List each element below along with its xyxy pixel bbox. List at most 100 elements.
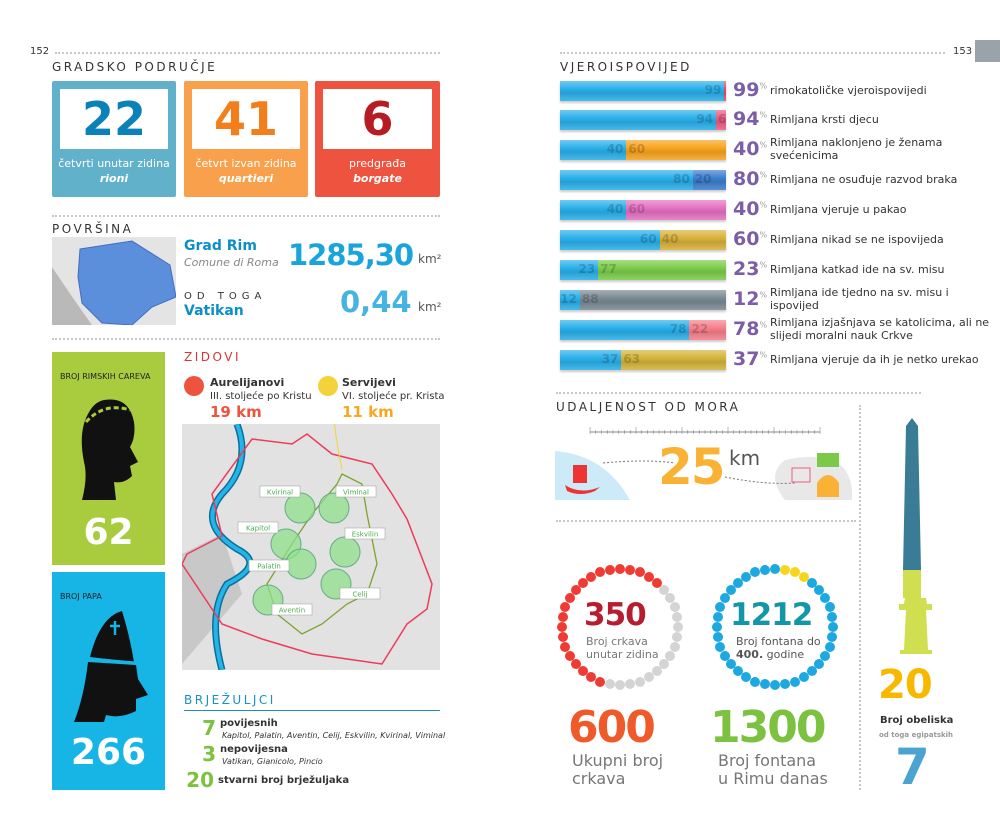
bar-segment-yes: 80: [560, 170, 693, 190]
ring-dot: [659, 659, 670, 670]
percent-sign: %: [759, 200, 768, 210]
hills-detail: Vatikan, Gianicolo, Pincio: [222, 757, 323, 766]
bar-value: 99: [704, 83, 722, 97]
ring-dot: [615, 680, 625, 690]
religion-bar: 99: [560, 81, 726, 101]
religion-label: Rimljana ne osuđuje razvod braka: [770, 173, 958, 186]
percent-sign: %: [759, 350, 768, 360]
bar-segment-yes: 78: [560, 320, 690, 340]
hills-label: povijesnih: [220, 718, 278, 729]
percent-sign: %: [759, 290, 768, 300]
sea-distance-graphic: [555, 427, 853, 500]
hills-heading: BRJEŽULJCI: [184, 693, 276, 707]
ring-dot: [557, 622, 567, 632]
ring-dot: [652, 666, 663, 677]
obelisks-value: 20: [878, 662, 933, 708]
ring-dot: [824, 641, 835, 652]
bar-segment-no: 22: [689, 320, 726, 340]
basilica-icon: [817, 475, 839, 497]
aurelian-length: 19 km: [210, 403, 262, 421]
label-line: godine: [766, 648, 805, 661]
religion-percent: 94%: [733, 108, 767, 130]
religion-percent: 80%: [733, 168, 767, 190]
ring-dot: [586, 571, 596, 582]
fountains-dot-ring: [710, 562, 840, 692]
ring-dot: [564, 593, 575, 603]
percent-value: 60: [733, 228, 760, 250]
ring-dot: [557, 611, 568, 622]
percent-value: 94: [733, 108, 760, 130]
ring-dot: [672, 632, 683, 643]
bar-value: 40: [661, 232, 679, 246]
percent-sign: %: [759, 170, 768, 180]
ring-dot: [659, 584, 670, 595]
ring-dot: [828, 622, 838, 632]
ring-dot: [564, 651, 575, 661]
surface-heading: POVRŠINA: [52, 222, 134, 236]
ring-dot: [634, 676, 645, 687]
bar-segment-no: 88: [579, 290, 726, 310]
percent-sign: %: [759, 81, 768, 91]
religion-percent: 23%: [733, 258, 767, 280]
percent-value: 12: [733, 288, 760, 310]
ring-dot: [799, 571, 809, 582]
bar-segment-yes: 23: [560, 260, 599, 280]
hills-label: stvarni broj brježuljaka: [218, 775, 350, 786]
area-box-label: predgrađa: [349, 157, 406, 170]
hill-circle: [329, 536, 361, 568]
divider: [184, 710, 440, 711]
ring-dot: [625, 564, 636, 575]
fountains-total-label: Broj fontana u Rimu danas: [718, 752, 828, 788]
obelisks-sub: od toga egipatskih: [879, 731, 954, 739]
ring-dot: [827, 632, 838, 643]
bar-value: 40: [606, 202, 624, 216]
bar-value: 63: [623, 352, 641, 366]
bar-segment-no: 77: [598, 260, 726, 280]
ring-dot: [799, 672, 809, 683]
hill-label: Kvirinal: [267, 489, 293, 497]
bar-segment-yes: 99: [560, 81, 725, 101]
percent-sign: %: [759, 320, 768, 330]
percent-value: 80: [733, 168, 760, 190]
churches-inside-value: 350: [584, 597, 647, 633]
ring-dot: [652, 577, 663, 588]
bar-segment-no: 60: [626, 200, 726, 220]
walls-heading: ZIDOVI: [184, 350, 241, 364]
area-box-label: četvrt izvan zidina: [195, 157, 297, 170]
hill-circle: [284, 492, 316, 524]
label-bold: 400.: [736, 648, 764, 661]
religion-label: Rimljana naklonjeno je ženama svećenicim…: [770, 136, 943, 162]
hill-label: Kapitol: [246, 525, 270, 533]
bar-value: 22: [691, 322, 709, 336]
religion-heading: VJEROISPOVIJED: [560, 60, 692, 74]
bar-value: 60: [628, 142, 646, 156]
city-area-value: 1285,30: [288, 238, 414, 272]
divider: [556, 392, 921, 394]
of-which-label: OD TOGA: [184, 291, 267, 302]
percent-sign: %: [759, 140, 768, 150]
ring-dot: [615, 564, 625, 574]
ring-dot: [732, 577, 743, 588]
label-line: Broj fontana: [718, 751, 817, 770]
religion-label: Rimljana vjeruje da ih je netko urekao: [770, 353, 979, 366]
hills-detail: Kapitol, Palatin, Aventin, Celij, Eskvil…: [222, 731, 446, 740]
area-box: 22 četvrti unutar zidina rioni: [52, 81, 176, 197]
bar-value: 77: [600, 262, 617, 276]
emperors-panel: BROJ RIMSKIH CAREVA 62: [52, 352, 165, 565]
bar-value: 12: [560, 292, 577, 306]
percent-sign: %: [759, 230, 768, 240]
hills-label: nepovijesna: [220, 744, 288, 755]
rome-map-image: [52, 237, 176, 325]
ring-dot: [770, 680, 780, 690]
divider: [52, 215, 440, 217]
ring-dot: [557, 632, 568, 643]
bar-segment-no: 40: [659, 230, 726, 250]
ring-dot: [725, 659, 736, 670]
ring-dot: [719, 651, 730, 661]
bar-segment-yes: 40: [560, 140, 627, 160]
bar-value: 60: [628, 202, 646, 216]
emperors-value: 62: [83, 512, 134, 553]
ring-dot: [789, 567, 800, 578]
bar-segment-no: 63: [621, 350, 726, 370]
servian-name: Servijevi: [342, 376, 396, 389]
